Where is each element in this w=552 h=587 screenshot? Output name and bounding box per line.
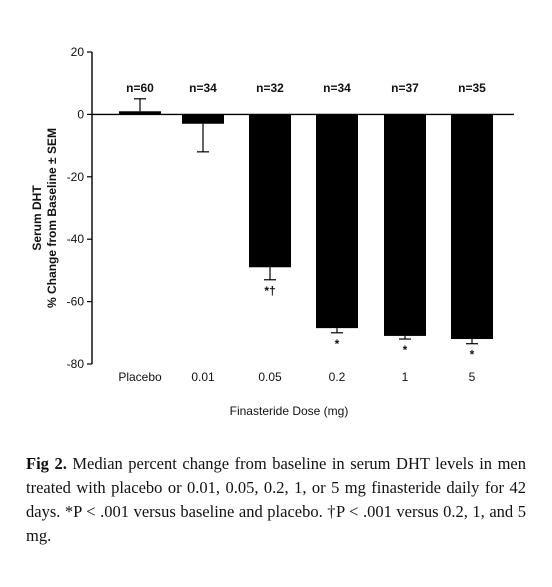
significance-marker: *	[335, 337, 340, 351]
x-tick-label: 5	[469, 370, 476, 384]
y-axis-title-line2: % Change from Baseline ± SEM	[45, 128, 59, 308]
bars: n=60 n=34 n=32 *† n=34 * n=37 * n=35 *	[119, 81, 493, 362]
y-tick-label: -60	[67, 295, 85, 309]
y-tick-label: -80	[67, 357, 85, 371]
x-tick-label: 1	[402, 370, 409, 384]
y-tick-label: 0	[77, 107, 84, 121]
caption-label: Fig 2.	[26, 454, 67, 473]
x-tick-label: 0.01	[191, 370, 215, 384]
bar	[384, 114, 426, 336]
bar	[451, 114, 493, 340]
x-tick-label: 0.2	[329, 370, 346, 384]
n-label: n=37	[391, 81, 419, 95]
bar	[119, 111, 161, 115]
y-axis: 20 0 -20 -40 -60 -80	[67, 45, 93, 371]
n-label: n=32	[256, 81, 284, 95]
y-tick-label: -20	[67, 170, 85, 184]
caption-text: Median percent change from baseline in s…	[26, 454, 526, 545]
significance-marker: *	[403, 343, 408, 357]
significance-marker: *†	[264, 284, 275, 298]
y-axis-label: Serum DHT% Change from Baseline ± SEM	[30, 128, 59, 308]
y-tick-label: -40	[67, 232, 85, 246]
bar	[249, 114, 291, 268]
x-axis-title: Finasteride Dose (mg)	[230, 404, 349, 418]
x-tick-label: 0.05	[258, 370, 282, 384]
figure-caption: Fig 2. Median percent change from baseli…	[26, 452, 526, 548]
y-tick-label: 20	[71, 45, 85, 59]
n-label: n=34	[323, 81, 351, 95]
y-axis-title-line1: Serum DHT	[30, 185, 44, 251]
chart: Serum DHT% Change from Baseline ± SEM 20…	[30, 45, 514, 418]
n-label: n=35	[458, 81, 486, 95]
n-label: n=60	[126, 81, 154, 95]
significance-marker: *	[470, 348, 475, 362]
bar	[182, 114, 224, 124]
x-axis: Placebo 0.01 0.05 0.2 1 5	[92, 113, 514, 384]
bar	[316, 114, 358, 329]
x-tick-label: Placebo	[118, 370, 162, 384]
n-label: n=34	[189, 81, 217, 95]
